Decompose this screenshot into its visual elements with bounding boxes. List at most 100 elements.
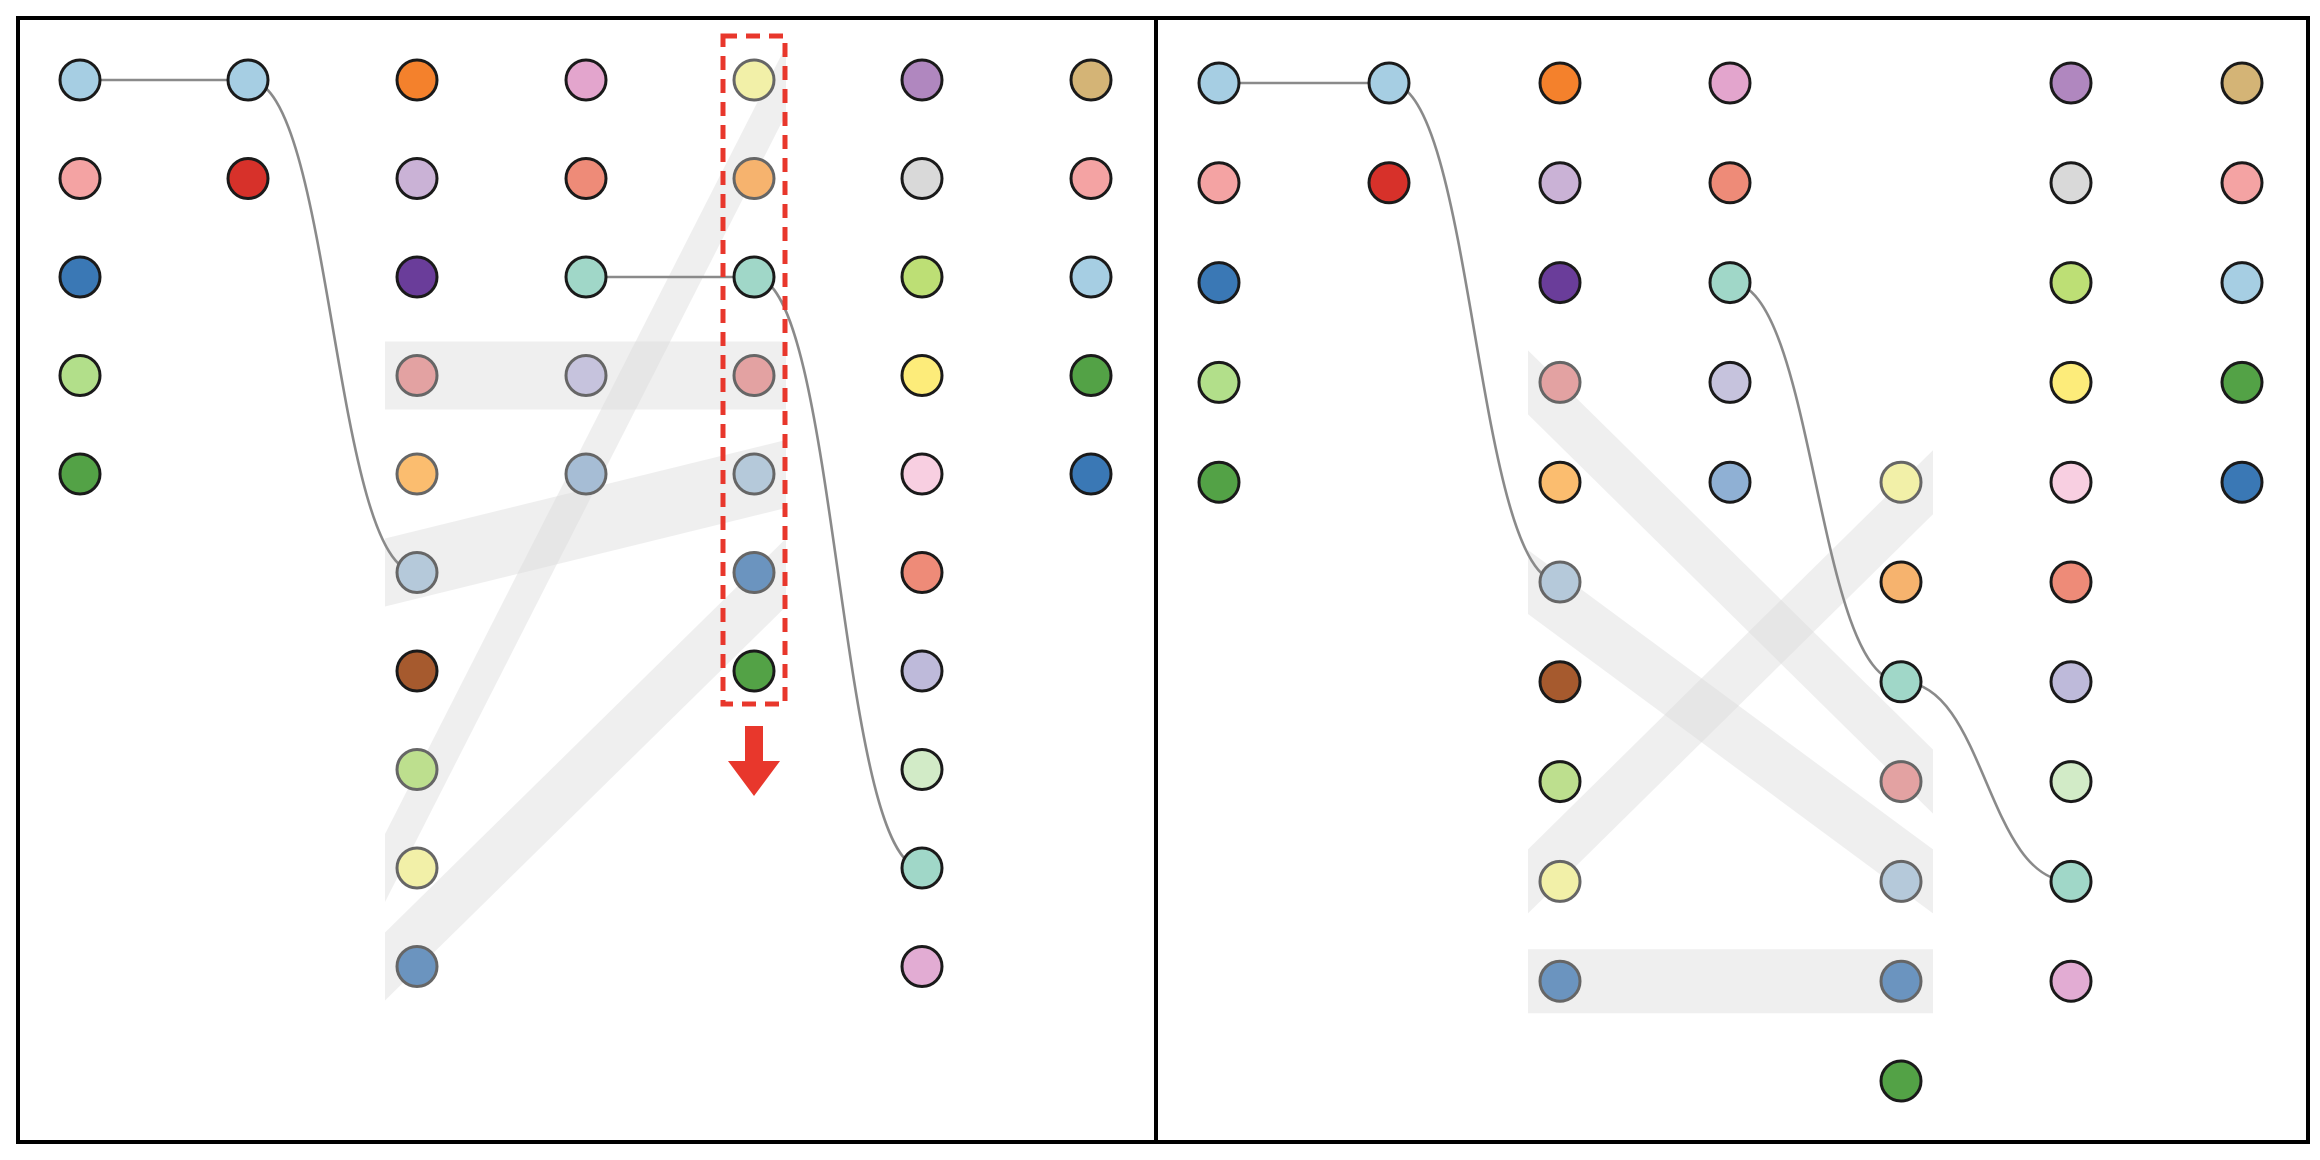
node-c3n2 <box>564 255 608 299</box>
band-c2n5-c4n4 <box>385 440 786 607</box>
node-c3n1 <box>1708 161 1752 205</box>
node-c3n0 <box>1708 61 1752 105</box>
node-c0n0 <box>1197 61 1241 105</box>
node-c0n4 <box>58 452 102 496</box>
node-c2n3 <box>395 354 439 397</box>
node-c0n2 <box>1197 261 1241 305</box>
node-c2n8 <box>1538 859 1582 903</box>
node-c0n2 <box>58 255 102 299</box>
node-c5n4 <box>2049 460 2093 504</box>
node-c3n4 <box>1708 460 1752 504</box>
node-c2n9 <box>1538 959 1582 1003</box>
node-c6n3 <box>1069 354 1113 397</box>
node-c5n8 <box>2049 859 2093 903</box>
node-c2n6 <box>395 649 439 693</box>
node-c6n0 <box>1069 58 1113 102</box>
node-c1n1 <box>1367 161 1411 205</box>
link-c1n0-c2n5 <box>247 78 418 574</box>
node-c5n1 <box>900 157 944 200</box>
node-c0n1 <box>58 157 102 200</box>
link-layer <box>1219 81 2072 883</box>
node-c3n4 <box>564 452 608 496</box>
node-layer <box>58 58 1113 988</box>
node-c3n0 <box>564 58 608 102</box>
node-c2n3 <box>1538 360 1582 404</box>
node-c2n0 <box>1538 61 1582 105</box>
node-c2n1 <box>395 157 439 200</box>
node-c5n0 <box>2049 61 2093 105</box>
panel-after <box>1154 16 2310 1144</box>
node-c2n5 <box>1538 560 1582 604</box>
node-c2n9 <box>395 945 439 988</box>
node-c6n3 <box>2220 360 2264 404</box>
node-c4n6 <box>1879 1059 1923 1103</box>
node-c4n3 <box>1879 760 1923 804</box>
node-c4n6 <box>732 649 776 693</box>
node-c5n7 <box>900 748 944 791</box>
node-c6n4 <box>2220 460 2264 504</box>
node-c4n4 <box>732 452 776 496</box>
band-c2n9-c4n5 <box>1528 949 1933 1014</box>
node-c0n0 <box>58 58 102 102</box>
node-c4n1 <box>1879 560 1923 604</box>
highlight-column-box <box>720 33 788 707</box>
node-c4n3 <box>732 354 776 397</box>
node-c6n1 <box>1069 157 1113 200</box>
node-c2n7 <box>1538 760 1582 804</box>
node-c2n0 <box>395 58 439 102</box>
node-c0n4 <box>1197 460 1241 504</box>
node-c3n3 <box>564 354 608 397</box>
node-c5n7 <box>2049 760 2093 804</box>
node-c5n4 <box>900 452 944 496</box>
link-c4n2-c5n8 <box>1900 680 2072 883</box>
node-c5n1 <box>2049 161 2093 205</box>
node-c2n6 <box>1538 660 1582 704</box>
node-c4n2 <box>1879 660 1923 704</box>
band-c2n9-c4n5 <box>385 538 786 1001</box>
node-c4n0 <box>732 58 776 102</box>
band-c2n8-c4n0 <box>1528 450 1933 914</box>
node-layer <box>1197 61 2264 1103</box>
node-c4n5 <box>1879 959 1923 1003</box>
node-c2n2 <box>1538 261 1582 305</box>
band-layer <box>1528 350 1933 1014</box>
node-c5n5 <box>2049 560 2093 604</box>
node-c5n2 <box>2049 261 2093 305</box>
link-c1n0-c2n5 <box>1388 81 1561 584</box>
node-c2n7 <box>395 748 439 791</box>
node-c5n0 <box>900 58 944 102</box>
node-c1n0 <box>1367 61 1411 105</box>
node-c5n9 <box>900 945 944 988</box>
node-c6n2 <box>1069 255 1113 299</box>
node-c4n4 <box>1879 859 1923 903</box>
band-c2n3-c4n3 <box>1528 350 1933 814</box>
node-c4n2 <box>732 255 776 299</box>
node-c5n6 <box>2049 660 2093 704</box>
node-c4n0 <box>1879 460 1923 504</box>
node-c4n5 <box>732 551 776 594</box>
node-c3n2 <box>1708 261 1752 305</box>
node-c2n8 <box>395 846 439 890</box>
node-c5n9 <box>2049 959 2093 1003</box>
node-c3n1 <box>564 157 608 200</box>
node-c5n6 <box>900 649 944 693</box>
node-c5n3 <box>900 354 944 397</box>
down-arrow-icon <box>728 726 780 796</box>
node-c3n3 <box>1708 360 1752 404</box>
node-c6n2 <box>2220 261 2264 305</box>
node-c5n8 <box>900 846 944 890</box>
node-c2n2 <box>395 255 439 299</box>
panel-before <box>16 16 1158 1144</box>
node-c4n1 <box>732 157 776 200</box>
node-c2n5 <box>395 551 439 594</box>
node-c0n3 <box>58 354 102 397</box>
node-c6n4 <box>1069 452 1113 496</box>
node-c1n1 <box>226 157 270 200</box>
panel-frame <box>1154 16 2310 1144</box>
band-c2n5-c4n4 <box>1528 550 1933 914</box>
node-c6n1 <box>2220 161 2264 205</box>
node-c2n1 <box>1538 161 1582 205</box>
link-c3n2-c4n2 <box>1729 281 1902 684</box>
